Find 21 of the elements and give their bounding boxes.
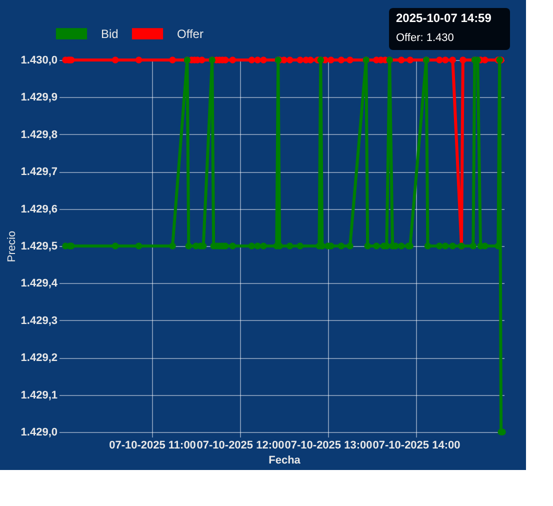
y-tick-label: 1.429,5 bbox=[20, 240, 58, 252]
x-tick-label: 07-10-2025 12:00 bbox=[196, 440, 284, 452]
x-tick-label: 07-10-2025 11:00 bbox=[109, 440, 196, 452]
y-tick-label: 1.429,8 bbox=[20, 128, 58, 141]
y-tick-label: 1.429,1 bbox=[20, 389, 58, 402]
y-tick-label: 1.429,9 bbox=[20, 92, 58, 104]
y-axis-title: Precio bbox=[6, 230, 18, 262]
text: 2025-10-07 14:59 bbox=[396, 11, 492, 25]
x-tick-label: 07-10-2025 13:00 bbox=[284, 440, 372, 452]
legend-label: Offer bbox=[177, 26, 204, 41]
y-tick-label: 1.429,4 bbox=[20, 278, 58, 290]
text: Offer: 1.430 bbox=[396, 32, 454, 44]
x-axis-title: Fecha bbox=[268, 454, 302, 466]
y-tick-label: 1.430,0 bbox=[20, 54, 58, 66]
y-tick-label: 1.429,0 bbox=[20, 426, 58, 438]
legend-label: Bid bbox=[101, 26, 118, 41]
y-tick-label: 1.429,3 bbox=[20, 314, 58, 327]
y-tick-label: 1.429,7 bbox=[20, 166, 58, 178]
x-tick-label: 07-10-2025 14:00 bbox=[372, 440, 460, 452]
y-tick-label: 1.429,6 bbox=[20, 203, 58, 216]
y-tick-label: 1.429,2 bbox=[20, 352, 58, 364]
